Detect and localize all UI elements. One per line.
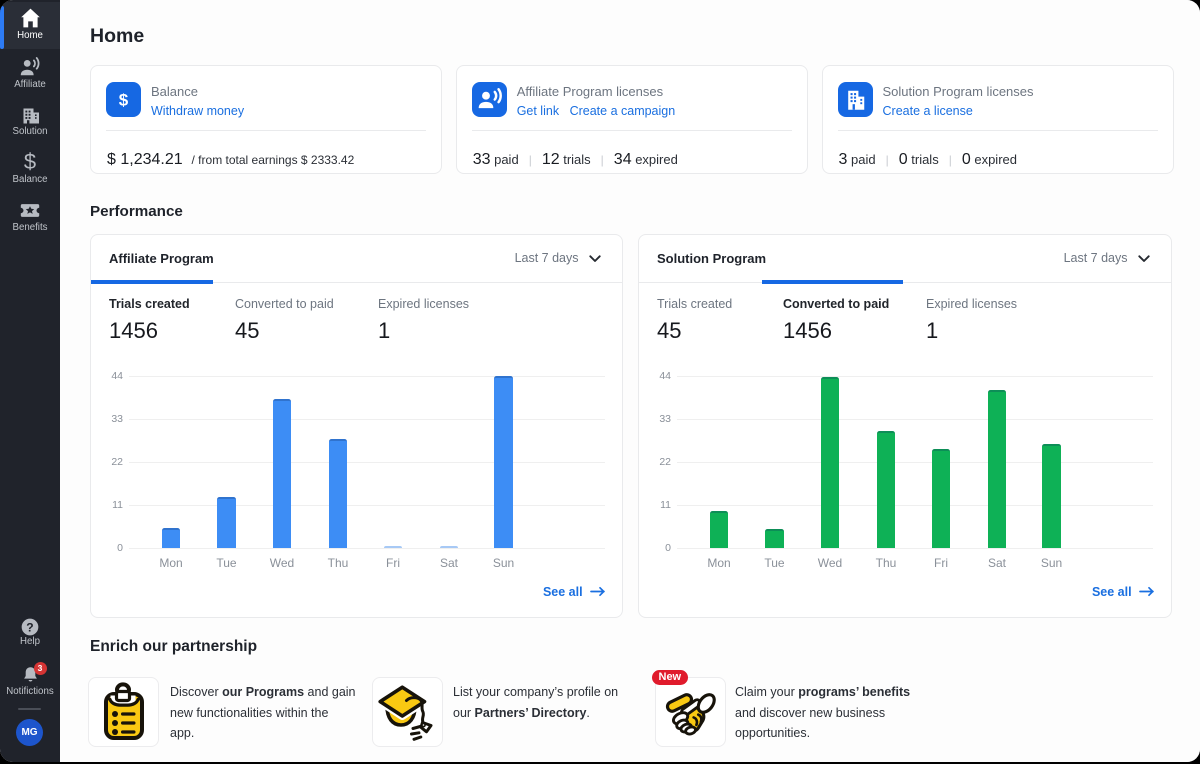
svg-text:?: ?: [26, 621, 33, 635]
svg-text:$: $: [119, 91, 129, 110]
svg-text:$: $: [24, 150, 36, 172]
